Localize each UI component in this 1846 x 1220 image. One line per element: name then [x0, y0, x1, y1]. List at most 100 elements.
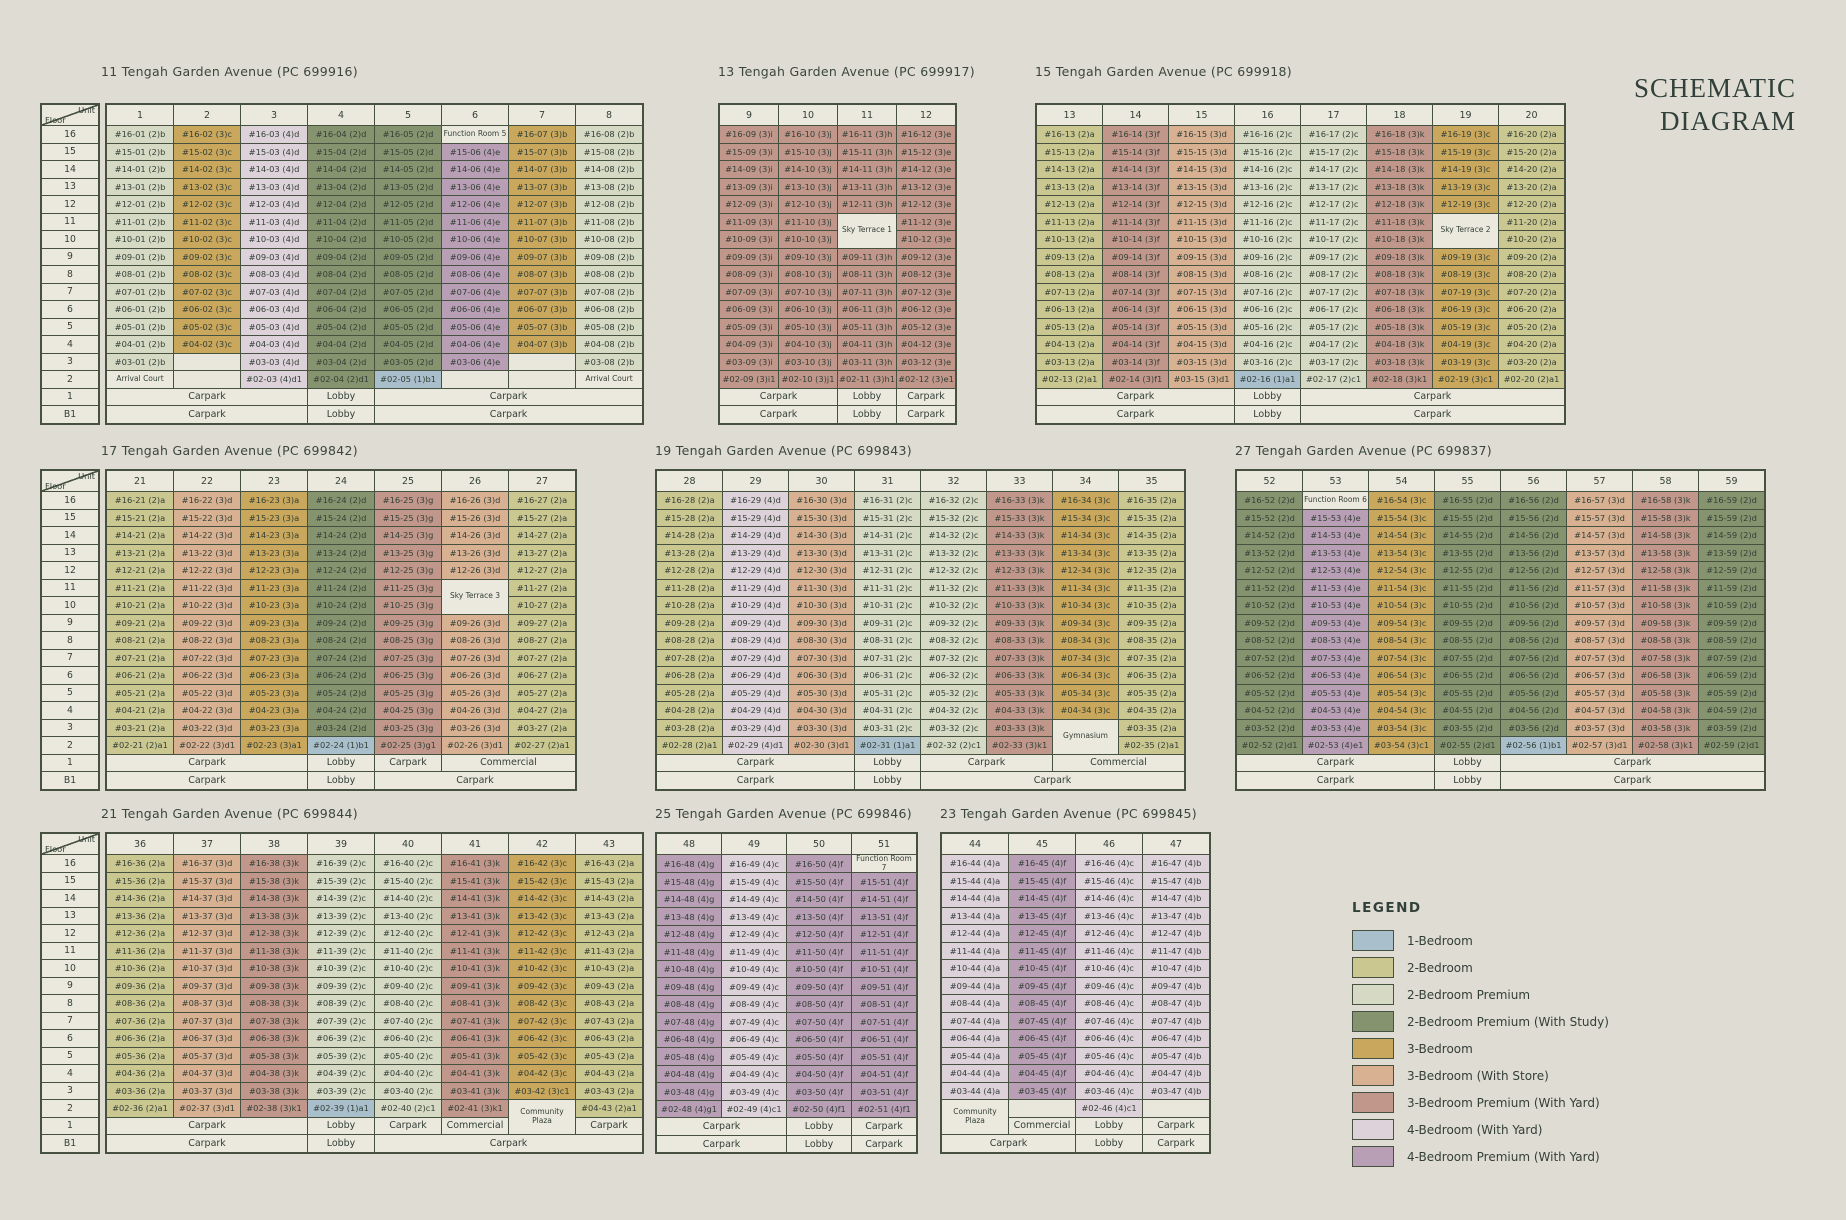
floor-label: 7	[40, 1011, 100, 1030]
unit-column-header: 32	[920, 469, 987, 492]
unit-cell: #08-24 (2)d	[307, 631, 375, 650]
unit-cell: #13-42 (3)c	[508, 906, 576, 925]
unit-cell: #14-52 (2)d	[1235, 526, 1303, 545]
unit-cell: #11-51 (4)f	[851, 942, 918, 961]
unit-cell: #04-50 (4)f	[786, 1064, 852, 1084]
unit-cell: #13-49 (4)c	[721, 907, 787, 926]
unit-column-header: 54	[1368, 469, 1435, 492]
unit-cell: #04-53 (4)e	[1302, 701, 1369, 720]
unit-cell: #12-19 (3)c	[1432, 195, 1499, 214]
facility-cell: Community Plaza	[940, 1099, 1009, 1135]
unit-cell: #16-02 (3)c	[173, 125, 241, 144]
unit-cell: #07-34 (3)c	[1052, 648, 1119, 667]
unit-cell: #13-18 (3)k	[1366, 177, 1433, 196]
unit-column-header: 3	[240, 103, 308, 126]
unit-cell: #08-09 (3)i	[718, 265, 779, 284]
legend-label: 1-Bedroom	[1407, 933, 1473, 948]
unit-cell: #14-47 (4)b	[1142, 889, 1211, 908]
unit-cell: #11-38 (3)k	[240, 941, 308, 960]
facility-cell: Sky Terrace 1	[837, 212, 897, 249]
unit-cell: #07-39 (2)c	[307, 1011, 375, 1030]
unit-cell: #02-04 (2)d1	[307, 370, 375, 389]
unit-cell: #15-07 (3)b	[508, 142, 576, 161]
unit-cell: #16-20 (2)a	[1498, 125, 1566, 144]
unit-axis-label: Unit	[78, 105, 95, 115]
unit-cell: #04-37 (3)d	[173, 1064, 241, 1083]
unit-cell: #12-52 (2)d	[1235, 561, 1303, 580]
unit-cell: #03-48 (4)g	[655, 1082, 722, 1101]
unit-cell: #13-28 (2)a	[655, 543, 723, 562]
unit-cell: #07-50 (4)f	[786, 1012, 852, 1031]
unit-cell: #15-52 (2)d	[1235, 508, 1303, 527]
unit-cell: #03-41 (3)k	[441, 1081, 509, 1100]
floor-label: 7	[40, 282, 100, 301]
unit-cell: #06-39 (2)c	[307, 1029, 375, 1048]
unit-cell: #12-50 (4)f	[786, 924, 852, 944]
unit-cell: #11-08 (2)b	[575, 212, 644, 231]
level-area-cell: Carpark	[896, 405, 957, 424]
unit-cell: #12-42 (3)c	[508, 924, 576, 943]
unit-cell: #04-49 (4)c	[721, 1064, 787, 1084]
level-area-cell: Lobby	[786, 1134, 852, 1154]
unit-cell: #06-18 (3)k	[1366, 300, 1433, 319]
building-tables: Unit Floor 16 15 14 13 12 11 10 9 8 7 6 5 4 3 2 1 B1 36 37 38…	[40, 832, 644, 1154]
floor-label: 10	[40, 596, 100, 615]
unit-cell: #09-39 (2)c	[307, 976, 375, 995]
unit-cell: #15-12 (3)e	[896, 142, 957, 161]
unit-cell: #03-20 (2)a	[1498, 352, 1566, 371]
unit-cell: #14-28 (2)a	[655, 526, 723, 545]
unit-cell: #03-45 (4)f	[1008, 1081, 1076, 1100]
floor-label: B1	[40, 405, 100, 424]
unit-cell: #11-52 (2)d	[1235, 578, 1303, 597]
unit-cell: #02-21 (2)a1	[105, 736, 174, 755]
floor-label: 5	[40, 683, 100, 702]
empty-cell	[508, 370, 576, 389]
unit-cell: #09-56 (2)d	[1500, 613, 1567, 632]
unit-cell: #13-11 (3)h	[837, 177, 897, 196]
unit-cell: #05-34 (3)c	[1052, 683, 1119, 702]
floor-label: 16	[40, 125, 100, 144]
unit-cell: #15-49 (4)c	[721, 872, 787, 891]
unit-cell: #14-45 (4)f	[1008, 889, 1076, 908]
legend-swatch	[1352, 1146, 1394, 1167]
unit-cell: #09-07 (3)b	[508, 247, 576, 266]
unit-cell: #04-22 (3)d	[173, 701, 241, 720]
unit-cell: #07-06 (4)e	[441, 282, 509, 301]
floor-label: 8	[40, 994, 100, 1013]
floor-label: 3	[40, 1081, 100, 1100]
building-title: 21 Tengah Garden Avenue (PC 699844)	[101, 806, 358, 821]
unit-cell: #10-45 (4)f	[1008, 959, 1076, 978]
unit-cell: #13-30 (3)d	[788, 543, 855, 562]
unit-cell: #10-42 (3)c	[508, 959, 576, 978]
unit-cell: #05-42 (3)c	[508, 1046, 576, 1065]
unit-column-header: 7	[508, 103, 576, 126]
unit-cell: #04-58 (3)k	[1632, 701, 1699, 720]
floor-label: 3	[40, 352, 100, 371]
unit-cell: #09-04 (2)d	[307, 247, 375, 266]
unit-cell: #15-23 (3)a	[240, 508, 308, 527]
unit-cell: #11-57 (3)d	[1566, 578, 1633, 597]
unit-column-header: 24	[307, 469, 375, 492]
unit-cell: #12-31 (2)c	[854, 561, 921, 580]
unit-cell: #16-36 (2)a	[105, 854, 174, 873]
unit-cell: #04-18 (3)k	[1366, 335, 1433, 354]
unit-cell: #02-57 (3)d1	[1566, 736, 1633, 755]
unit-cell: #10-34 (3)c	[1052, 596, 1119, 615]
unit-cell: #07-36 (2)a	[105, 1011, 174, 1030]
unit-cell: #03-54 (3)c1	[1368, 736, 1435, 755]
unit-cell: #05-03 (4)d	[240, 317, 308, 336]
unit-cell: #04-16 (2)c	[1234, 335, 1301, 354]
level-area-cell: Lobby	[1234, 387, 1301, 406]
unit-cell: #08-39 (2)c	[307, 994, 375, 1013]
unit-cell: #10-36 (2)a	[105, 959, 174, 978]
unit-cell: #07-46 (4)c	[1075, 1011, 1143, 1030]
unit-cell: #04-24 (2)d	[307, 701, 375, 720]
unit-cell: #14-41 (3)k	[441, 889, 509, 908]
unit-cell: #13-27 (2)a	[508, 543, 577, 562]
unit-column-header: 12	[896, 103, 957, 126]
unit-cell: #16-14 (3)f	[1102, 125, 1169, 144]
unit-cell: #11-07 (3)b	[508, 212, 576, 231]
unit-cell: #14-31 (2)c	[854, 526, 921, 545]
level-area-cell: Carpark	[105, 1134, 308, 1153]
unit-cell: #15-54 (3)c	[1368, 508, 1435, 527]
